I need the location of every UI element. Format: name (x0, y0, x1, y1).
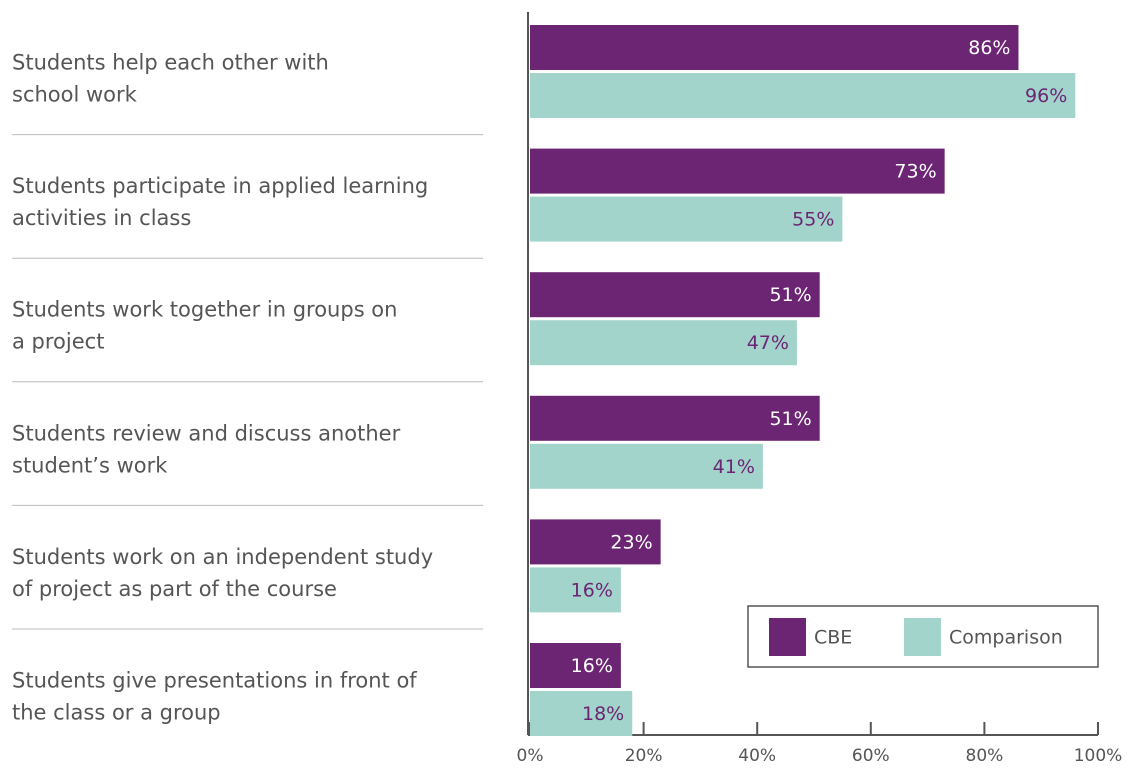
bar (530, 643, 621, 688)
x-tick-label: 60% (852, 746, 890, 766)
value-label: 96% (1025, 85, 1067, 107)
bar (530, 567, 621, 613)
x-tick-label: 100% (1074, 746, 1123, 766)
bar (530, 25, 1019, 70)
category-label: a project (12, 330, 104, 354)
category-label: Students work on an independent study (12, 545, 433, 569)
value-label: 51% (769, 284, 811, 306)
value-label: 47% (747, 332, 789, 354)
x-tick-label: 40% (738, 746, 776, 766)
value-label: 16% (571, 579, 613, 601)
bar (530, 691, 633, 736)
x-tick-label: 20% (625, 746, 663, 766)
value-label: 18% (582, 703, 624, 725)
category-label: of project as part of the course (12, 577, 337, 601)
bar (530, 395, 820, 441)
bar (530, 272, 820, 318)
bar (530, 148, 945, 194)
legend-label: Comparison (949, 627, 1063, 649)
legend-swatch (769, 618, 806, 656)
category-label: school work (12, 83, 138, 107)
bar (530, 443, 763, 489)
legend-label: CBE (814, 627, 852, 649)
value-label: 73% (894, 161, 936, 183)
category-label: student’s work (12, 453, 168, 477)
category-label: Students review and discuss another (12, 421, 401, 445)
value-label: 86% (968, 37, 1010, 59)
legend-swatch (904, 618, 941, 656)
category-label: the class or a group (12, 701, 221, 725)
bar (530, 73, 1076, 118)
value-label: 16% (571, 655, 613, 677)
bar (530, 320, 797, 366)
category-label: Students participate in applied learning (12, 174, 428, 198)
value-label: 55% (792, 209, 834, 231)
x-tick-label: 0% (517, 746, 544, 766)
category-label: activities in class (12, 206, 191, 230)
x-tick-label: 80% (966, 746, 1004, 766)
category-label: Students help each other with (12, 51, 329, 75)
category-label: Students give presentations in front of (12, 669, 417, 693)
value-label: 41% (713, 456, 755, 478)
category-label: Students work together in groups on (12, 298, 397, 322)
value-label: 23% (610, 531, 652, 553)
bar (530, 196, 843, 242)
value-label: 51% (769, 408, 811, 430)
bar (530, 519, 661, 565)
